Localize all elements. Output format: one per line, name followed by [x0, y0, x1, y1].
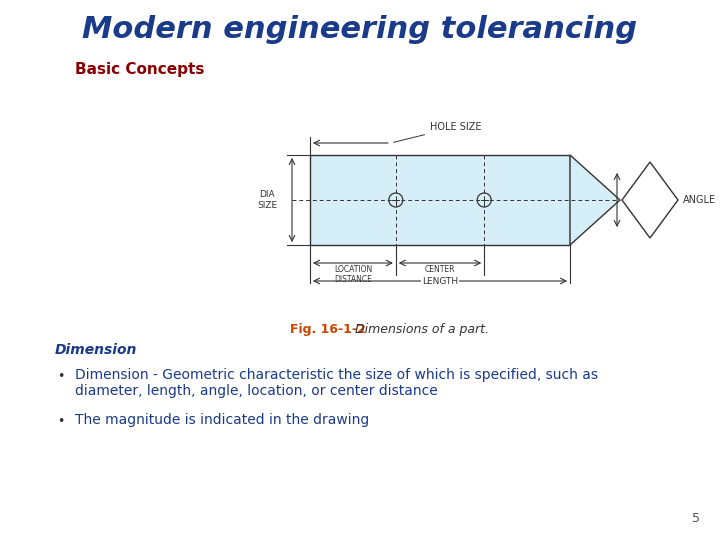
Text: HOLE SIZE: HOLE SIZE	[394, 122, 482, 143]
Text: 5: 5	[692, 512, 700, 525]
Text: Dimension: Dimension	[55, 343, 138, 357]
Text: Modern engineering tolerancing: Modern engineering tolerancing	[82, 15, 638, 44]
Text: Dimensions of a part.: Dimensions of a part.	[355, 323, 489, 336]
Text: ANGLE: ANGLE	[683, 195, 716, 205]
Text: LOCATION
DISTANCE: LOCATION DISTANCE	[334, 265, 372, 285]
Text: Dimension - Geometric characteristic the size of which is specified, such as: Dimension - Geometric characteristic the…	[75, 368, 598, 382]
Text: DIA
SIZE: DIA SIZE	[257, 190, 277, 210]
Polygon shape	[310, 155, 570, 245]
Text: Basic Concepts: Basic Concepts	[75, 62, 204, 77]
Text: CENTER
DISTANCE: CENTER DISTANCE	[421, 265, 459, 285]
Text: •: •	[57, 415, 64, 428]
Text: LENGTH: LENGTH	[422, 276, 458, 286]
Text: Fig. 16-1-2: Fig. 16-1-2	[290, 323, 366, 336]
Text: diameter, length, angle, location, or center distance: diameter, length, angle, location, or ce…	[75, 384, 438, 398]
Text: The magnitude is indicated in the drawing: The magnitude is indicated in the drawin…	[75, 413, 369, 427]
Polygon shape	[570, 155, 620, 245]
Text: •: •	[57, 370, 64, 383]
